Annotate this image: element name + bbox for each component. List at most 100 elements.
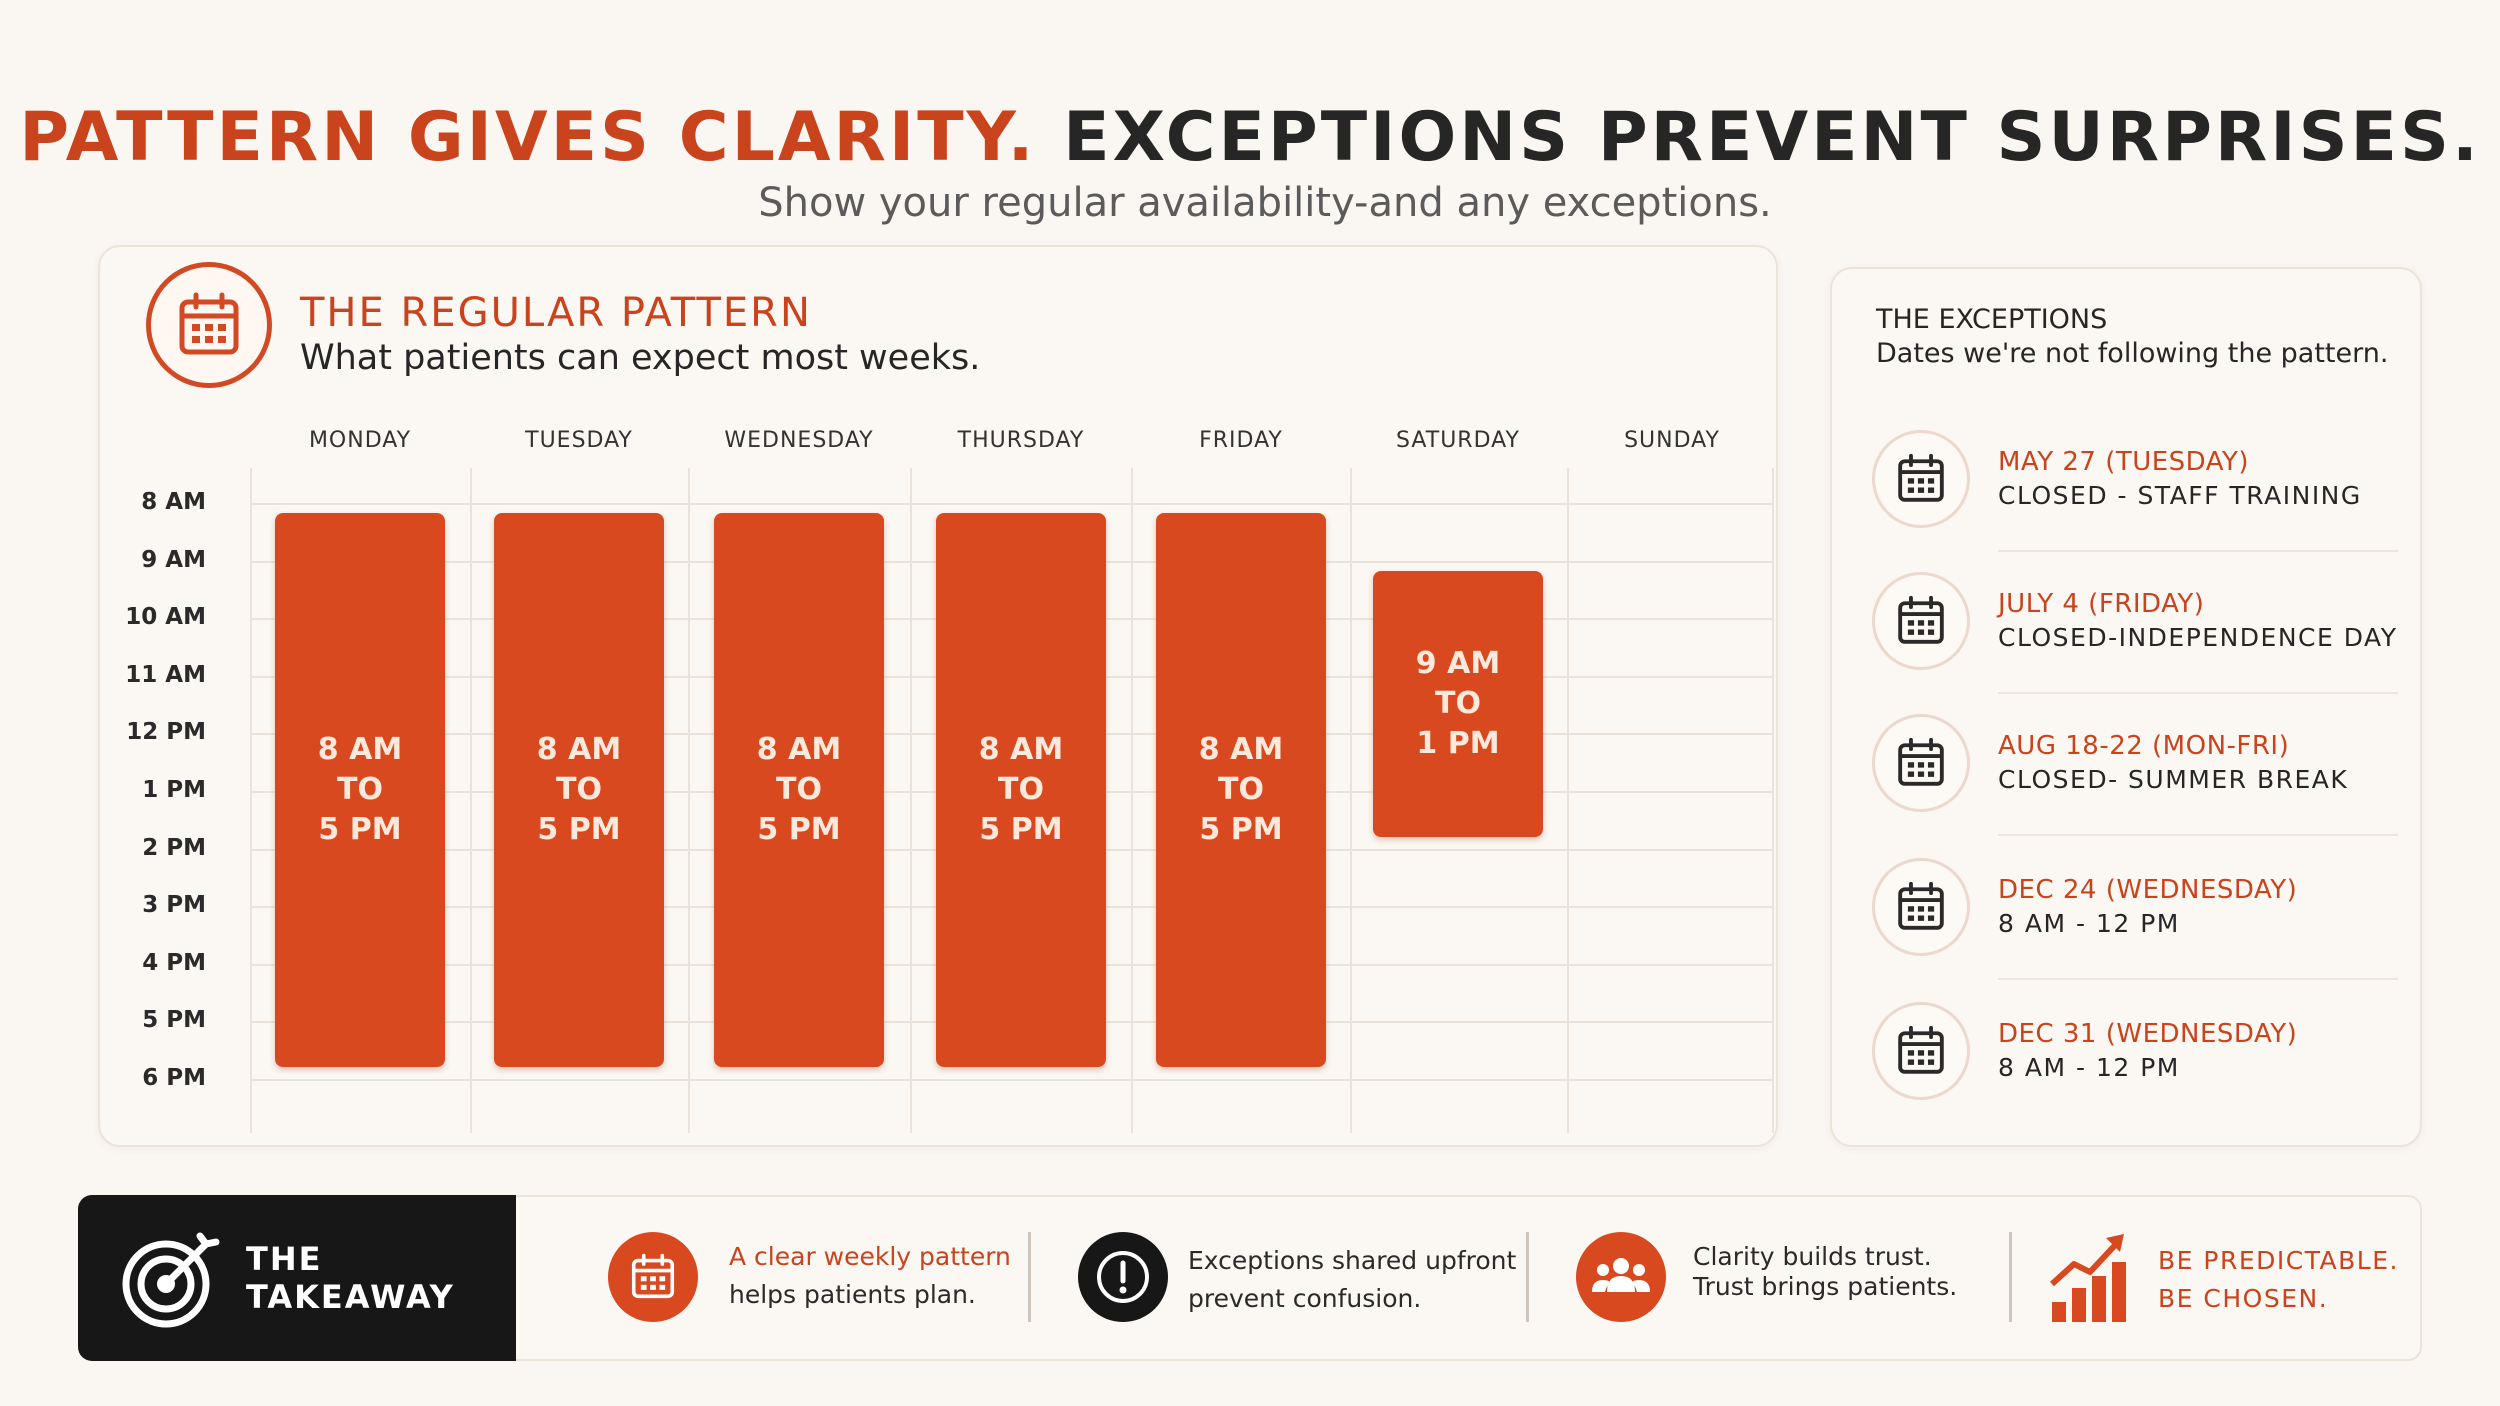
takeaway-point-line1: Exceptions shared upfront: [1188, 1246, 1517, 1275]
divider: [1526, 1232, 1529, 1322]
divider: [1998, 978, 2398, 980]
exception-detail: CLOSED- SUMMER BREAK: [1998, 765, 2349, 794]
exclamation-icon: [1078, 1232, 1168, 1322]
time-label: 5 PM: [142, 1007, 206, 1033]
takeaway-point-line1: BE PREDICTABLE.: [2158, 1246, 2399, 1275]
headline-dark: EXCEPTIONS PREVENT SURPRISES.: [1063, 98, 2481, 177]
exceptions-panel: [1830, 267, 2422, 1147]
subheadline: Show your regular availability-and any e…: [758, 180, 1772, 226]
day-label-wednesday: WEDNESDAY: [724, 428, 874, 453]
hours-block-tuesday: 8 AM TO 5 PM: [494, 513, 664, 1067]
takeaway-point-line2: BE CHOSEN.: [2158, 1284, 2329, 1313]
exception-date: DEC 24 (WEDNESDAY): [1998, 875, 2298, 905]
calendar-icon: [1872, 1002, 1970, 1100]
exception-detail: CLOSED-INDEPENDENCE DAY: [1998, 623, 2398, 652]
hours-text: 1 PM: [1416, 726, 1500, 761]
hours-text: TO: [556, 772, 602, 807]
takeaway-point-exceptions: Exceptions shared upfront prevent confus…: [1188, 1242, 1516, 1318]
hours-text: 8 AM: [317, 732, 403, 767]
target-icon: [120, 1226, 224, 1330]
grid-row-line: [250, 1079, 1772, 1081]
day-label-tuesday: TUESDAY: [525, 428, 633, 453]
pattern-subtitle: What patients can expect most weeks.: [300, 338, 981, 378]
divider: [1998, 834, 2398, 836]
day-label-thursday: THURSDAY: [957, 428, 1085, 453]
takeaway-point-line1: Clarity builds trust.: [1693, 1242, 1932, 1271]
grid-column-line: [688, 468, 690, 1133]
grid-column-line: [1567, 468, 1569, 1133]
grid-column-line: [250, 468, 252, 1133]
calendar-icon: [608, 1232, 698, 1322]
grid-column-line: [1772, 468, 1774, 1133]
day-label-sunday: SUNDAY: [1624, 428, 1720, 453]
hours-text: TO: [1218, 772, 1264, 807]
takeaway-point-line2: Trust brings patients.: [1693, 1272, 1958, 1301]
hours-text: 9 AM: [1415, 646, 1501, 681]
hours-text: 5 PM: [1199, 812, 1283, 847]
takeaway-label: THE TAKEAWAY: [246, 1240, 455, 1316]
growth-chart-icon: [2048, 1232, 2128, 1324]
calendar-icon: [1872, 430, 1970, 528]
exception-date: AUG 18-22 (MON-FRI): [1998, 731, 2290, 761]
takeaway-point-trust: Clarity builds trust. Trust brings patie…: [1693, 1238, 1957, 1306]
hours-text: 5 PM: [757, 812, 841, 847]
divider: [1998, 550, 2398, 552]
takeaway-point-pattern: A clear weekly pattern helps patients pl…: [729, 1238, 1011, 1314]
time-label: 11 AM: [125, 662, 206, 688]
hours-block-saturday: 9 AM TO 1 PM: [1373, 571, 1543, 837]
takeaway-point-text: helps patients plan.: [729, 1280, 976, 1309]
time-label: 4 PM: [142, 950, 206, 976]
time-label: 8 AM: [141, 489, 206, 515]
time-label: 6 PM: [142, 1065, 206, 1091]
grid-column-line: [910, 468, 912, 1133]
exception-date: DEC 31 (WEDNESDAY): [1998, 1019, 2298, 1049]
time-label: 1 PM: [142, 777, 206, 803]
day-label-saturday: SATURDAY: [1396, 428, 1520, 453]
hours-block-wednesday: 8 AM TO 5 PM: [714, 513, 884, 1067]
time-label: 10 AM: [125, 604, 206, 630]
exceptions-subtitle: Dates we're not following the pattern.: [1876, 338, 2389, 369]
hours-block-thursday: 8 AM TO 5 PM: [936, 513, 1106, 1067]
hours-block-friday: 8 AM TO 5 PM: [1156, 513, 1326, 1067]
pattern-title: THE REGULAR PATTERN: [300, 290, 812, 336]
takeaway-point-accent: A clear weekly pattern: [729, 1242, 1011, 1271]
calendar-icon: [1872, 714, 1970, 812]
takeaway-point-line2: prevent confusion.: [1188, 1284, 1422, 1313]
time-label: 3 PM: [142, 892, 206, 918]
calendar-icon: [1872, 572, 1970, 670]
hours-text: TO: [337, 772, 383, 807]
people-icon: [1576, 1232, 1666, 1322]
headline-accent: PATTERN GIVES CLARITY.: [19, 98, 1037, 177]
hours-text: 8 AM: [1198, 732, 1284, 767]
grid-row-line: [250, 503, 1772, 505]
calendar-icon: [1872, 858, 1970, 956]
grid-column-line: [1131, 468, 1133, 1133]
exception-detail: CLOSED - STAFF TRAINING: [1998, 481, 2362, 510]
divider: [1028, 1232, 1031, 1322]
grid-column-line: [470, 468, 472, 1133]
exception-detail: 8 AM - 12 PM: [1998, 909, 2180, 938]
hours-text: 8 AM: [756, 732, 842, 767]
hours-block-monday: 8 AM TO 5 PM: [275, 513, 445, 1067]
hours-text: 5 PM: [979, 812, 1063, 847]
hours-text: 5 PM: [537, 812, 621, 847]
hours-text: TO: [998, 772, 1044, 807]
divider: [2009, 1232, 2012, 1322]
time-label: 12 PM: [126, 719, 206, 745]
grid-column-line: [1350, 468, 1352, 1133]
time-label: 2 PM: [142, 835, 206, 861]
exception-detail: 8 AM - 12 PM: [1998, 1053, 2180, 1082]
hours-text: TO: [776, 772, 822, 807]
hours-text: TO: [1435, 686, 1481, 721]
takeaway-point-predictable: BE PREDICTABLE. BE CHOSEN.: [2158, 1242, 2399, 1318]
hours-text: 5 PM: [318, 812, 402, 847]
time-label: 9 AM: [141, 547, 206, 573]
headline: PATTERN GIVES CLARITY. EXCEPTIONS PREVEN…: [0, 98, 2500, 177]
exception-date: JULY 4 (FRIDAY): [1998, 589, 2205, 619]
day-label-friday: FRIDAY: [1199, 428, 1283, 453]
calendar-icon: [146, 262, 272, 388]
hours-text: 8 AM: [536, 732, 622, 767]
takeaway-label-box: THE TAKEAWAY: [78, 1195, 516, 1361]
exceptions-title: THE EXCEPTIONS: [1876, 304, 2108, 335]
exception-date: MAY 27 (TUESDAY): [1998, 447, 2250, 477]
